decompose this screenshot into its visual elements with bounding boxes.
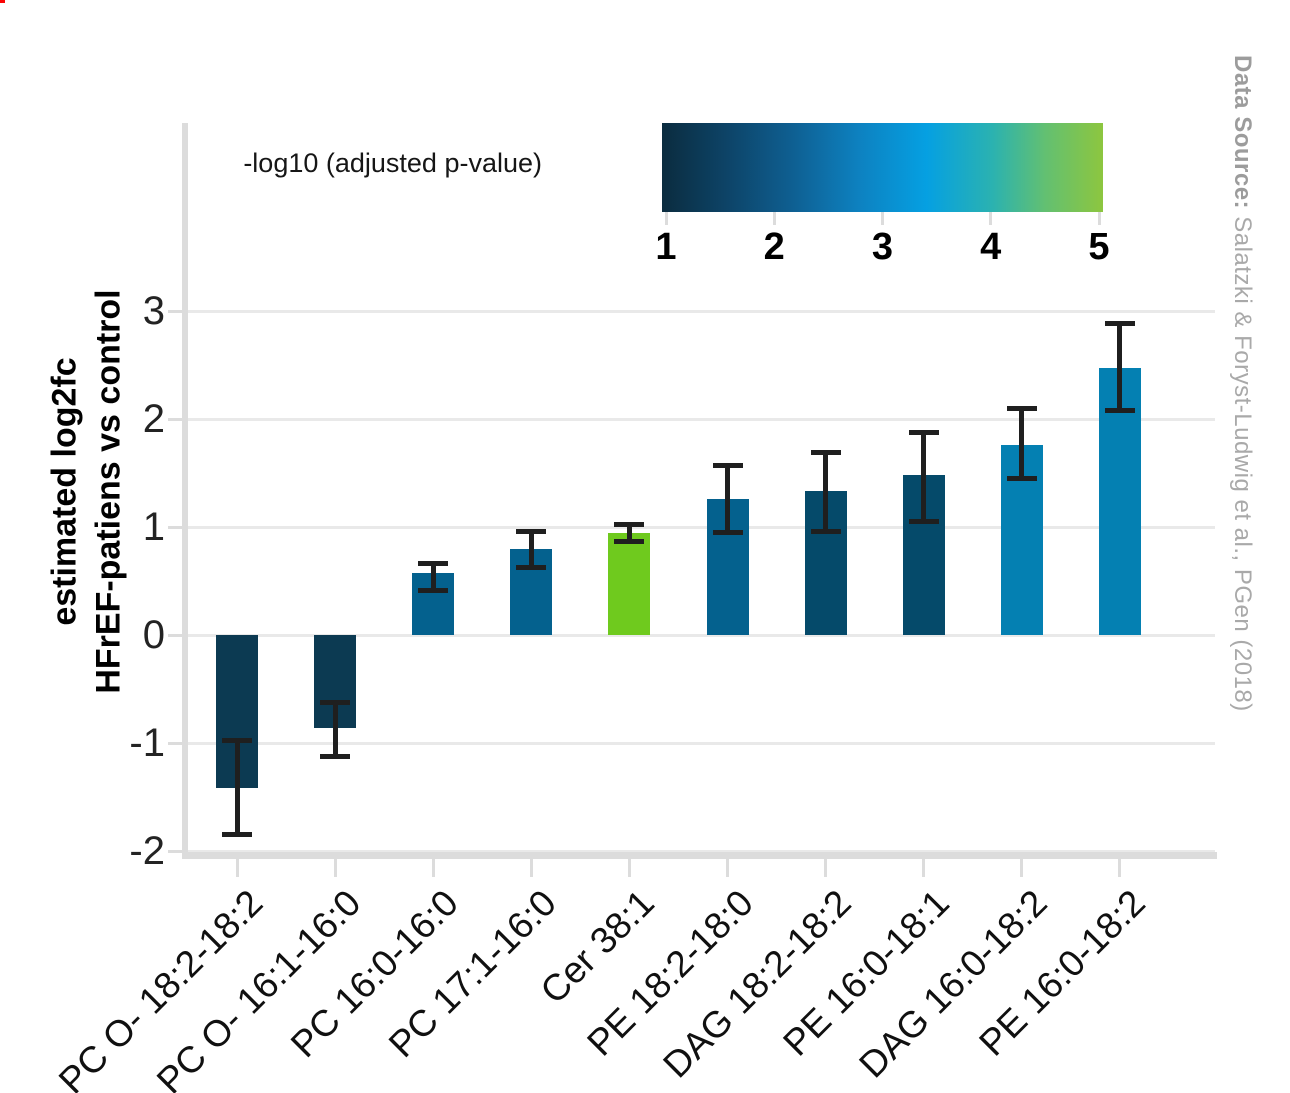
y-tick-mark <box>168 634 182 637</box>
plot-area <box>182 125 1215 858</box>
error-bar-line <box>1117 322 1123 412</box>
data-source-note: Data Source: Salatzki & Foryst-Ludwig et… <box>1228 55 1256 1075</box>
x-axis-line <box>182 852 1217 859</box>
gridline <box>182 526 1215 529</box>
gridline <box>182 310 1215 313</box>
error-bar-line <box>234 739 240 835</box>
error-bar-line <box>1019 408 1025 480</box>
x-tick-mark <box>824 859 828 877</box>
x-tick-mark <box>235 859 239 877</box>
y-tick-label: -2 <box>129 829 165 873</box>
error-bar-line <box>823 452 829 533</box>
error-bar-cap <box>222 831 252 837</box>
y-tick-mark <box>168 850 182 853</box>
y-tick-mark <box>168 310 182 313</box>
error-bar-cap <box>810 529 841 535</box>
gridline <box>182 418 1215 421</box>
y-tick-label: 1 <box>142 505 165 549</box>
error-bar-cap <box>614 521 645 527</box>
colorbar-title: -log10 (adjusted p-value) <box>243 148 542 178</box>
error-bar-cap <box>908 518 939 524</box>
x-tick-mark <box>1020 859 1024 877</box>
colorbar-tick-mark <box>772 212 776 225</box>
error-bar-cap <box>712 463 743 469</box>
error-bar-cap <box>1104 320 1135 326</box>
error-bar-line <box>626 523 632 543</box>
x-tick-mark <box>726 859 729 877</box>
bar <box>608 533 651 635</box>
error-bar-cap <box>320 754 351 760</box>
colorbar-gradient <box>662 123 1103 212</box>
error-bar-cap <box>516 529 547 535</box>
error-bar-cap <box>418 587 449 593</box>
colorbar-tick-label: 3 <box>871 226 894 268</box>
colorbar-tick-mark <box>881 212 884 225</box>
colorbar-tick-label: 2 <box>763 226 785 268</box>
y-tick-label: 3 <box>142 289 165 333</box>
colorbar-tick-label: 1 <box>655 226 677 268</box>
error-bar-cap <box>222 737 252 743</box>
y-axis-line <box>182 123 188 859</box>
error-bar-cap <box>1006 406 1037 412</box>
colorbar-tick-mark <box>989 212 993 225</box>
gridline <box>182 742 1215 745</box>
colorbar-tick-label: 5 <box>1088 226 1110 268</box>
x-tick-mark <box>922 859 926 877</box>
screen-corner-artifact <box>0 0 5 3</box>
x-tick-mark <box>1118 859 1122 877</box>
error-bar-cap <box>418 560 449 566</box>
colorbar-tick-label: 4 <box>980 226 1002 268</box>
y-tick-label: 0 <box>142 613 165 657</box>
error-bar-cap <box>1006 476 1037 482</box>
colorbar-tick-mark <box>1097 212 1101 225</box>
error-bar-cap <box>516 565 547 571</box>
error-bar-cap <box>810 450 841 456</box>
x-tick-mark <box>333 859 337 877</box>
data-source-label: Data Source: <box>1229 55 1256 210</box>
y-tick-mark <box>168 418 182 421</box>
colorbar-tick-mark <box>664 212 668 225</box>
error-bar-line <box>725 465 730 534</box>
gridline <box>182 850 1215 853</box>
error-bar-line <box>921 431 927 522</box>
error-bar-cap <box>712 530 743 536</box>
x-tick-mark <box>627 859 631 877</box>
y-tick-label: -1 <box>129 721 165 765</box>
y-tick-mark <box>168 526 182 529</box>
error-bar-cap <box>614 539 645 545</box>
y-tick-label: 2 <box>142 397 165 441</box>
data-source-text: Salatzki & Foryst-Ludwig et al., PGen (2… <box>1229 209 1256 712</box>
y-tick-mark <box>168 742 182 745</box>
error-bar-line <box>332 701 338 758</box>
gridline <box>182 634 1215 637</box>
x-tick-mark <box>529 859 533 877</box>
x-tick-mark <box>431 859 435 877</box>
error-bar-line <box>430 562 436 591</box>
error-bar-cap <box>320 699 351 705</box>
error-bar-line <box>528 531 534 569</box>
error-bar-cap <box>1104 408 1135 414</box>
error-bar-cap <box>908 429 939 435</box>
